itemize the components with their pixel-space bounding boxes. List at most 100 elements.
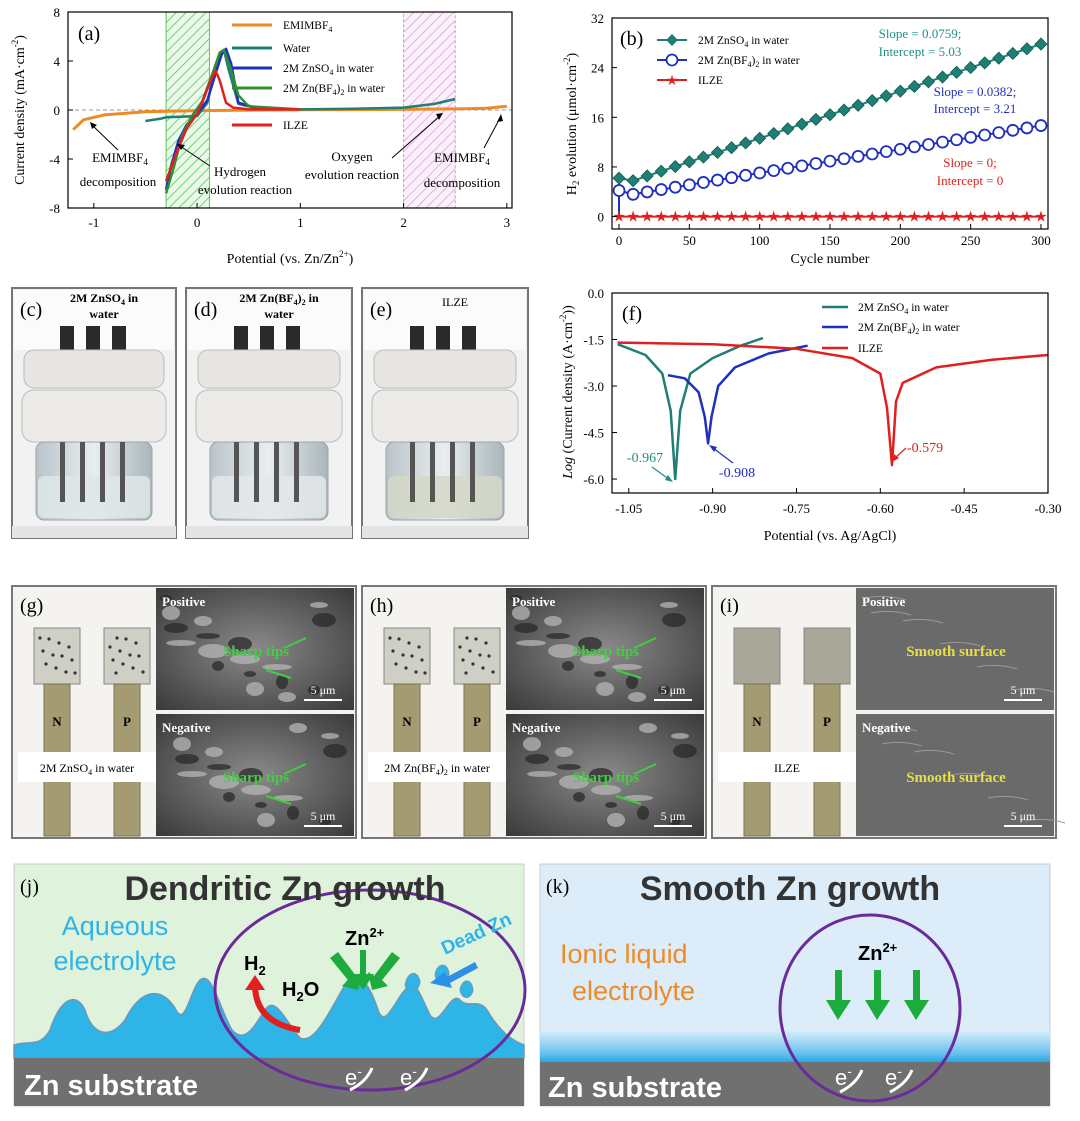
panel-f-legend: 2M ZnSO4 in water 2M Zn(BF4)2 in water I… <box>822 302 960 355</box>
y-tick-label: -6.0 <box>583 472 604 487</box>
sem-texture <box>1013 687 1055 693</box>
y-tick-label: 24 <box>591 61 605 76</box>
sem-texture <box>230 654 260 664</box>
x-tick-label: 300 <box>1031 233 1051 248</box>
sem-polarity-label: Positive <box>512 594 556 609</box>
annotation-oxygen-2: evolution reaction <box>305 167 400 182</box>
arrowhead-2 <box>177 144 185 150</box>
data-point <box>1034 37 1048 51</box>
sem-annotation: Smooth surface <box>906 644 1006 660</box>
sem-arrow <box>633 763 657 775</box>
substrate-label: Zn substrate <box>24 1070 198 1102</box>
electrode-cap <box>86 326 100 352</box>
electrode-label: N <box>52 714 62 729</box>
data-point: ★ <box>739 210 752 226</box>
sem-texture <box>559 775 589 789</box>
electrode-rod <box>450 442 455 502</box>
arrow-2 <box>179 145 211 167</box>
sem-texture <box>671 733 689 739</box>
dead-zn-particle <box>459 980 474 998</box>
data-point: ★ <box>711 210 724 226</box>
legend-znso4: 2M ZnSO4 in water <box>283 63 374 77</box>
sem-texture <box>257 813 275 827</box>
h2-evolution-arrow <box>252 984 301 1033</box>
x-tick-label: -0.30 <box>1034 501 1061 516</box>
deposit-dot <box>73 671 77 675</box>
sem-texture <box>228 637 252 651</box>
sem-texture <box>171 726 183 732</box>
sem-texture <box>323 744 347 758</box>
data-point: ★ <box>992 210 1005 226</box>
deposit-dot <box>54 666 58 670</box>
caption-box <box>718 752 856 782</box>
annotation-emimbf4-left-2: decomposition <box>80 174 157 189</box>
deposit-dot <box>64 670 68 674</box>
ecorr-znso4: -0.967 <box>627 451 663 466</box>
zn-electrode-foil <box>453 627 501 685</box>
deposit-dot <box>57 641 61 645</box>
sem-texture <box>596 682 614 696</box>
x-tick-label: 250 <box>961 233 981 248</box>
ecorr-ilze: -0.579 <box>907 441 943 456</box>
sem-texture <box>669 816 681 826</box>
sem-texture <box>626 675 638 689</box>
sem-caption: 2M Zn(BF4)2 in water <box>384 761 490 777</box>
data-point <box>781 122 795 136</box>
y-tick-label: 0 <box>54 103 61 118</box>
sem-texture <box>573 792 585 802</box>
sem-texture <box>902 618 944 624</box>
data-point <box>612 184 626 197</box>
scale-bar-label: 5 μm <box>661 683 686 697</box>
electrode-cap <box>286 326 300 352</box>
sem-texture <box>523 737 541 751</box>
x-tick-label: 3 <box>504 215 511 230</box>
data-point <box>964 61 978 75</box>
annotation-oxygen: Oxygen <box>331 149 373 164</box>
sem-texture <box>194 616 212 626</box>
electrode-rod <box>100 442 105 502</box>
scale-bar-label: 5 μm <box>1011 683 1036 697</box>
electrode-cap <box>410 326 424 352</box>
arrow-1 <box>91 124 119 151</box>
legend-ilze: ILZE <box>283 120 308 132</box>
panel-j-label: (j) <box>20 876 39 898</box>
data-point <box>612 171 626 185</box>
panel-f-ylabel: Log (Current density (A·cm-2)) <box>558 305 576 480</box>
sem-texture <box>607 813 625 827</box>
electrode-rod <box>120 442 125 502</box>
arrow-4 <box>483 117 501 149</box>
deposit-dot <box>141 670 145 674</box>
electrode-cap <box>234 326 248 352</box>
sem-texture <box>987 795 1029 801</box>
electrolyte-liquid <box>388 476 502 518</box>
sem-texture <box>164 623 188 633</box>
electrode-rod <box>60 442 65 502</box>
panel-f-frame <box>611 292 1049 494</box>
deposit-dot <box>397 637 401 641</box>
caption-box <box>18 752 156 782</box>
sem-texture <box>262 664 292 670</box>
panel-b-label: (b) <box>620 28 643 50</box>
deposit-dot <box>474 637 478 641</box>
sem-texture <box>241 785 271 795</box>
data-point <box>992 51 1006 65</box>
y-tick-label: -3.0 <box>583 379 604 394</box>
data-point <box>711 173 724 187</box>
data-point <box>978 128 992 142</box>
legend-f-znso4: 2M ZnSO4 in water <box>858 302 949 316</box>
panel-a-chart: -1 0 1 2 3 -8 -4 0 4 8 (a) EMIMBF4 Water 2M ZnSO4… <box>10 5 513 267</box>
data-point <box>922 138 935 151</box>
sem-texture <box>544 616 562 626</box>
deposit-dot <box>111 658 115 662</box>
sem-arrow <box>265 795 292 805</box>
data-point <box>907 140 921 154</box>
data-point <box>654 164 668 178</box>
arrow-3 <box>391 115 441 159</box>
data-point <box>654 183 668 196</box>
scale-bar-label: 5 μm <box>311 683 336 697</box>
panel-f-ticks: -1.05 -0.90 -0.75 -0.60 -0.45 -0.30 0.0 -1.5 -3.… <box>583 286 1061 516</box>
sem-annotation: Sharp tips <box>573 644 639 660</box>
panel-b-series: ★ ★ ★ ★ ★ ★ ★ ★ ★ ★ ★ ★ ★ ★ ★ ★ ★ ★ ★ ★ ★ ★ ★ ★ ★ ★ ★ ★ ★ ★ ★ <box>612 37 1048 226</box>
electrolyte-liquid <box>212 476 326 518</box>
